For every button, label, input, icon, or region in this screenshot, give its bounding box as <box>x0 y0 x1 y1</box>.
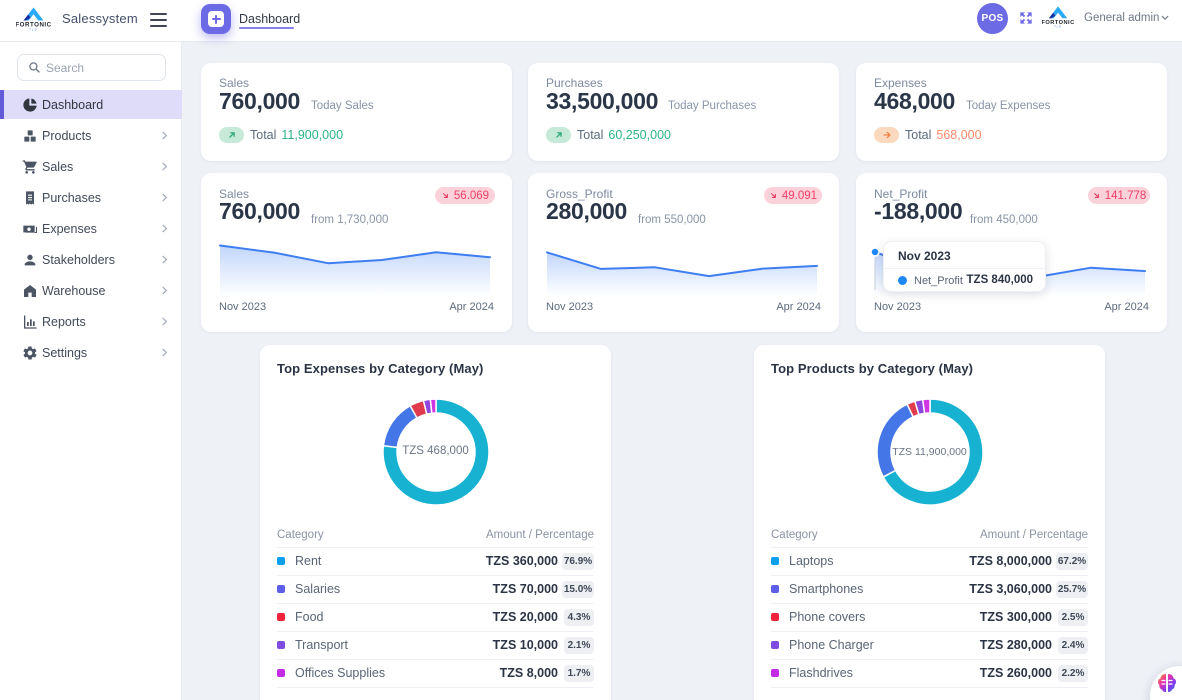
svg-text:TLD: TLD <box>29 28 38 32</box>
svg-text:TLD: TLD <box>1054 25 1062 29</box>
svg-text:FORTONIC: FORTONIC <box>1042 20 1075 26</box>
svg-text:FORTONIC: FORTONIC <box>16 22 52 29</box>
